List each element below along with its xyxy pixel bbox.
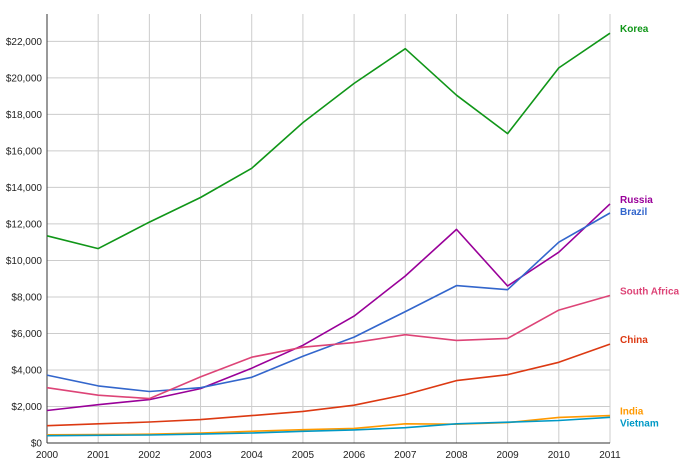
y-axis-ticks: $0 $2,000 $4,000 $6,000 $8,000 $10,000 $12,000… [6, 37, 43, 450]
y-tick-label: $12,000 [6, 219, 43, 230]
series-line-vietnam [46, 416, 611, 437]
series-line-russia [46, 203, 611, 412]
x-tick-label: 2003 [189, 450, 212, 461]
x-tick-label: 2000 [36, 450, 59, 461]
series-line-korea [46, 32, 611, 250]
series-label-south-africa: South Africa [620, 286, 680, 297]
series-label-brazil: Brazil [620, 207, 647, 218]
series-label-russia: Russia [620, 195, 653, 206]
y-tick-label: $18,000 [6, 110, 43, 121]
y-tick-label: $10,000 [6, 256, 43, 267]
series-line-brazil [46, 212, 611, 393]
series-label-vietnam: Vietnam [620, 419, 659, 430]
x-tick-label: 2002 [138, 450, 161, 461]
series-label-china: China [620, 335, 648, 346]
x-tick-label: 2008 [445, 450, 468, 461]
grid [47, 14, 611, 443]
x-tick-label: 2001 [87, 450, 110, 461]
y-tick-label: $20,000 [6, 73, 43, 84]
y-tick-label: $4,000 [11, 365, 42, 376]
series-lines [46, 32, 611, 437]
series-label-korea: Korea [620, 24, 649, 35]
axes [46, 14, 610, 444]
x-tick-label: 2006 [343, 450, 366, 461]
series-line-india [46, 414, 611, 436]
series-line-china [46, 343, 611, 427]
y-tick-label: $2,000 [11, 402, 42, 413]
series-label-india: India [620, 407, 644, 418]
y-tick-label: $14,000 [6, 183, 43, 194]
x-tick-label: 2009 [497, 450, 520, 461]
series-line-south-africa [46, 294, 611, 400]
y-tick-label: $6,000 [11, 329, 42, 340]
y-tick-label: $16,000 [6, 146, 43, 157]
y-tick-label: $22,000 [6, 37, 43, 48]
x-tick-label: 2004 [241, 450, 264, 461]
x-tick-label: 2007 [394, 450, 417, 461]
x-tick-label: 2010 [548, 450, 571, 461]
y-tick-label: $0 [31, 439, 43, 450]
x-axis-ticks: 2000 2001 2002 2003 2004 2005 2006 2007 2008 2009… [36, 450, 621, 461]
x-tick-label: 2005 [292, 450, 315, 461]
y-tick-label: $8,000 [11, 292, 42, 303]
x-tick-label: 2011 [599, 450, 621, 461]
